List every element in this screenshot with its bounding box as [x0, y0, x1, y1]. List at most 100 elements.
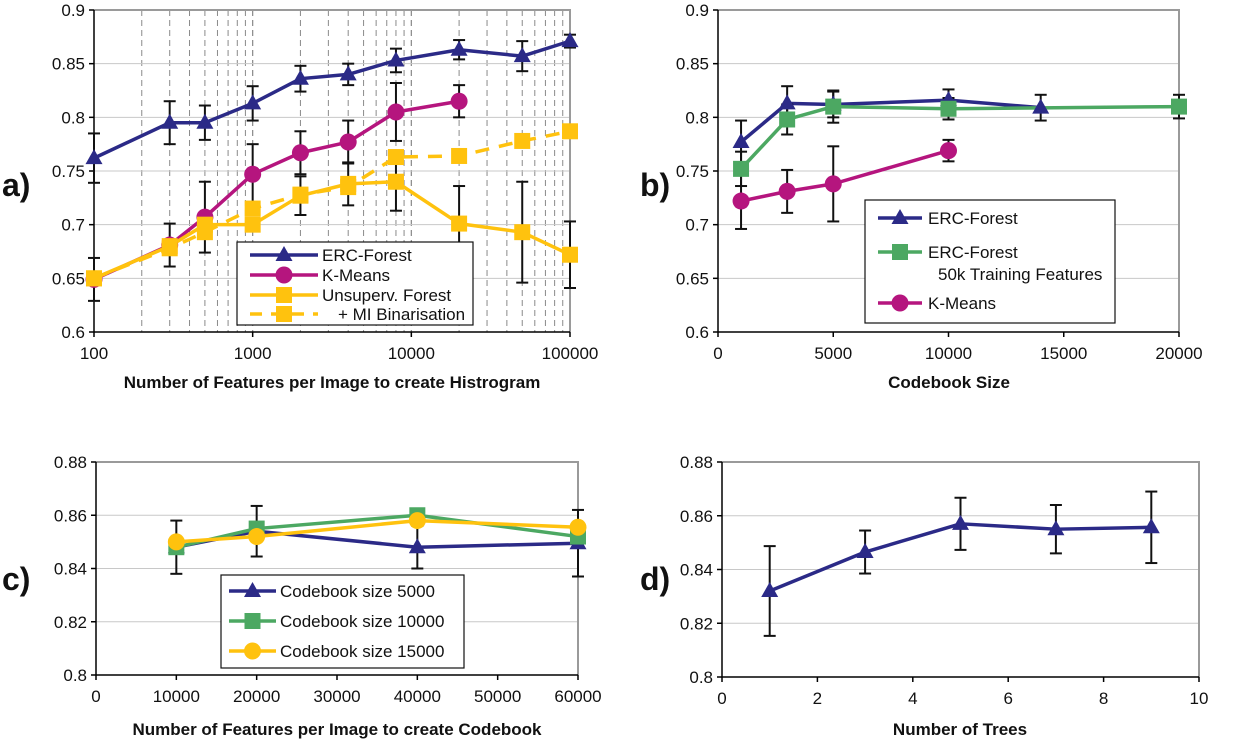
x-tick-label: 1000	[234, 344, 272, 363]
x-tick-label: 0	[713, 344, 722, 363]
data-point-triangle	[85, 149, 103, 165]
data-point-circle	[824, 175, 842, 193]
data-point-square	[562, 123, 578, 140]
y-tick-label: 0.6	[685, 323, 709, 342]
data-point-square	[387, 149, 404, 166]
y-tick-label: 0.65	[52, 269, 85, 288]
data-point-triangle	[1047, 520, 1065, 536]
legend-label: Unsuperv. Forest	[322, 286, 451, 305]
data-point-triangle	[761, 582, 779, 597]
y-tick-label: 0.9	[685, 1, 709, 20]
data-point-circle	[387, 103, 405, 121]
data-point-triangle	[1142, 518, 1160, 534]
plot-border	[718, 9, 1180, 332]
data-point-circle	[940, 142, 957, 160]
panel-b: 0.9 0.85 0.8 0.75 0.7 0.65 0.60 5000 10000 15000 2…	[640, 1, 1203, 392]
y-tick-label: 0.85	[676, 55, 709, 74]
legend-marker-circle	[244, 642, 261, 660]
data-point-circle	[167, 533, 185, 551]
x-tick-label: 2	[813, 689, 822, 708]
legend-marker-circle	[275, 266, 293, 284]
data-point-square	[244, 200, 261, 217]
legend-label: K-Means	[322, 266, 390, 285]
data-point-triangle	[952, 514, 969, 530]
legend-marker-square	[892, 244, 908, 260]
data-point-circle	[732, 192, 750, 210]
data-point-square	[1171, 98, 1187, 115]
panel-label: d)	[640, 561, 670, 597]
data-point-square	[514, 132, 531, 149]
y-tick-label: 0.75	[676, 162, 709, 181]
data-point-triangle	[561, 32, 579, 48]
data-point-square	[779, 111, 796, 128]
x-tick-label: 100000	[542, 344, 599, 363]
data-point-square	[86, 270, 102, 287]
data-point-triangle	[778, 94, 796, 110]
x-axis-label: Codebook Size	[888, 373, 1010, 392]
data-point-circle	[339, 133, 357, 151]
data-point-triangle	[339, 65, 357, 81]
x-axis-label: Number of Features per Image to create H…	[124, 373, 541, 392]
y-tick-label: 0.85	[52, 55, 85, 74]
y-tick-label: 0.65	[676, 269, 709, 288]
x-tick-label: 50000	[474, 687, 521, 706]
legend-marker-triangle	[244, 582, 261, 597]
legend-label-line2: 50k Training Features	[938, 265, 1102, 284]
data-point-circle	[248, 528, 266, 546]
series-line-3	[93, 129, 571, 280]
data-point-triangle	[732, 133, 750, 149]
data-point-circle	[778, 182, 796, 200]
x-tick-label: 10000	[925, 344, 972, 363]
series-line-2	[740, 148, 949, 203]
x-tick-label: 20000	[1155, 344, 1202, 363]
legend-marker-square	[276, 306, 292, 322]
plot-border	[722, 461, 1200, 677]
x-tick-label: 6	[1003, 689, 1012, 708]
legend-label: ERC-Forest	[322, 246, 412, 265]
data-point-square	[514, 224, 531, 241]
panel-c: 0.88 0.86 0.84 0.82 0.80 10000 20000 30000 40000…	[2, 453, 602, 739]
data-point-square	[161, 240, 178, 257]
data-point-triangle	[1032, 98, 1050, 114]
legend: ERC-Forest ERC-Forest 50k Training Feature…	[864, 199, 1116, 324]
y-tick-label: 0.8	[63, 666, 87, 685]
data-point-circle	[569, 518, 587, 536]
data-point-square	[340, 179, 357, 196]
x-tick-label: 20000	[233, 687, 280, 706]
y-tick-label: 0.86	[54, 506, 87, 525]
legend-label: ERC-Forest	[928, 243, 1018, 262]
x-axis-label: Number of Trees	[893, 720, 1027, 739]
legend: Codebook size 5000 Codebook size 10000 Cod…	[220, 574, 465, 669]
x-axis-label: Number of Features per Image to create C…	[132, 720, 542, 739]
x-tick-label: 0	[91, 687, 100, 706]
y-tick-label: 0.88	[680, 453, 713, 472]
y-tick-label: 0.8	[61, 108, 85, 127]
x-tick-label: 15000	[1040, 344, 1087, 363]
y-tick-label: 0.75	[52, 162, 85, 181]
data-point-triangle	[513, 47, 531, 63]
data-point-square	[940, 100, 957, 117]
data-point-square	[292, 186, 309, 203]
x-tick-label: 10000	[388, 344, 435, 363]
data-point-square	[562, 246, 578, 263]
data-point-circle	[244, 165, 262, 183]
series-line-1	[739, 104, 1180, 171]
data-point-triangle	[856, 543, 874, 559]
panel-label: b)	[640, 167, 670, 203]
legend-marker-triangle	[275, 246, 293, 261]
y-tick-label: 0.6	[61, 323, 85, 342]
data-point-square	[825, 98, 842, 115]
legend-marker-triangle	[891, 209, 909, 224]
data-point-circle	[408, 512, 426, 530]
y-tick-label: 0.82	[54, 613, 87, 632]
x-tick-label: 40000	[394, 687, 441, 706]
panel-d: 0.88 0.86 0.84 0.82 0.80 2 4 6 8 10 Number of Tree…	[640, 453, 1208, 739]
y-tick-label: 0.7	[685, 216, 709, 235]
x-tick-label: 30000	[313, 687, 360, 706]
data-point-triangle	[161, 113, 179, 129]
legend-marker-circle	[891, 294, 909, 312]
data-point-triangle	[244, 94, 262, 110]
x-tick-label: 5000	[814, 344, 852, 363]
x-tick-label: 60000	[554, 687, 601, 706]
x-tick-label: 4	[908, 689, 917, 708]
